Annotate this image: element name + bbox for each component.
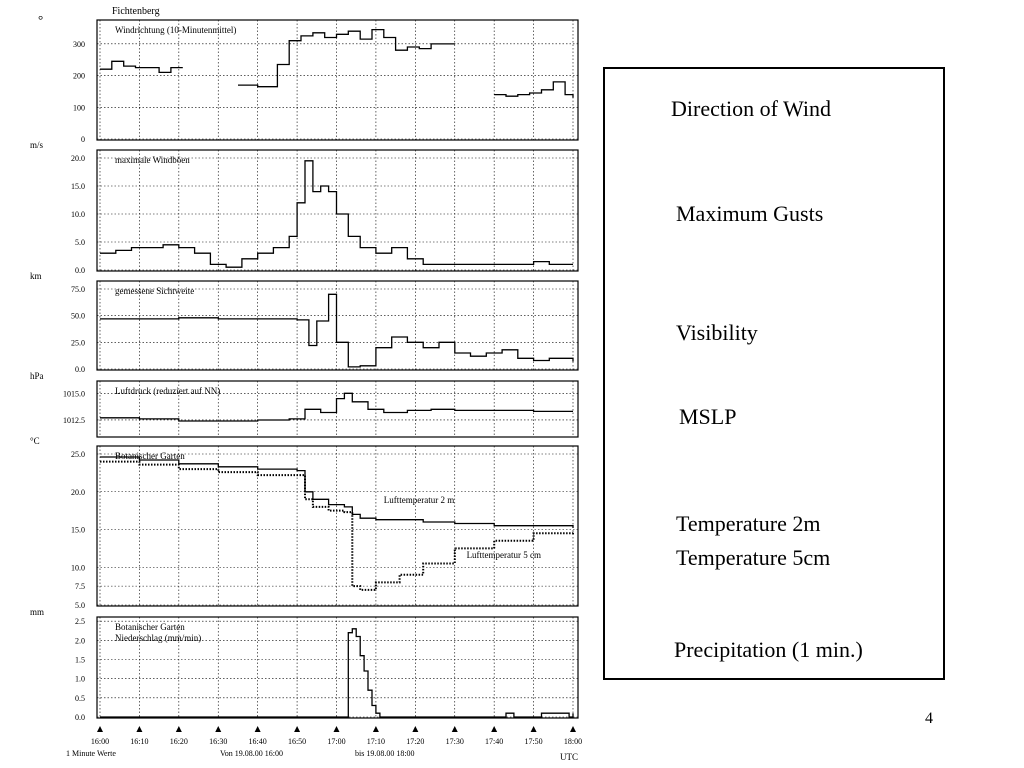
series-line-temperature-0 [100, 456, 574, 528]
x-tick-label: 16:30 [209, 737, 227, 746]
panel-frame-gusts [96, 149, 579, 272]
x-tick-mark [530, 726, 537, 732]
series-line-wind_direction [100, 28, 574, 98]
y-tick-label-temperature: 5.0 [75, 601, 85, 610]
panel-frame-wind_direction [96, 19, 579, 141]
x-tick-label: 17:20 [406, 737, 424, 746]
y-tick-label-precip: 2.0 [75, 636, 85, 645]
y-tick-label-temperature: 25.0 [71, 450, 85, 459]
panel-title-mslp: Luftdruck (reduziert auf NN) [115, 386, 220, 396]
x-tick-label: 17:10 [367, 737, 385, 746]
legend-label-temp2m: Temperature 2m [676, 511, 821, 536]
y-tick-label-mslp: 1012.5 [63, 416, 85, 425]
page-number: 4 [925, 710, 933, 727]
legend-label-visibility: Visibility [676, 320, 758, 345]
legend-label-mslp: MSLP [679, 404, 737, 429]
x-tick-label: 16:40 [249, 737, 267, 746]
unit-label-gusts: m/s [30, 140, 44, 150]
panel-subtitle-precip: Niederschlag (mm/min) [115, 633, 201, 643]
y-tick-label-mslp: 1015.0 [63, 389, 85, 398]
y-tick-label-visibility: 75.0 [71, 285, 85, 294]
x-tick-label: 17:30 [446, 737, 464, 746]
footer-to: bis 19.08.00 18:00 [355, 749, 415, 758]
legend-label-gusts: Maximum Gusts [676, 201, 824, 226]
panel-title-gusts: maximale Windböen [115, 155, 190, 165]
panel-title-wind_direction: Windrichtung (10-Minutenmittel) [115, 25, 236, 35]
x-tick-mark [372, 726, 379, 732]
y-tick-label-gusts: 5.0 [75, 238, 85, 247]
y-tick-label-temperature: 20.0 [71, 488, 85, 497]
y-tick-label-wind_direction: 200 [73, 72, 85, 81]
x-tick-label: 17:50 [524, 737, 542, 746]
series-label-temperature-1: Lufttemperatur 5 cm [467, 550, 541, 560]
x-tick-label: 17:00 [327, 737, 345, 746]
footer-from: Von 19.08.00 16:00 [220, 749, 283, 758]
x-tick-mark [570, 726, 576, 732]
x-tick-label: 16:50 [288, 737, 306, 746]
series-line-precip [100, 628, 574, 718]
series-line-visibility [100, 293, 574, 368]
panel-frame-precip [96, 616, 579, 719]
legend-label-precip: Precipitation (1 min.) [674, 637, 863, 662]
legend-label-wind-direction: Direction of Wind [671, 96, 832, 121]
panel-frame-visibility [96, 280, 579, 371]
y-tick-label-temperature: 10.0 [71, 563, 85, 572]
footer-left: 1 Minute Werte [66, 749, 116, 758]
station-name: Fichtenberg [112, 6, 160, 17]
panel-title-precip: Botanischer Garten [115, 622, 185, 632]
y-tick-label-wind_direction: 100 [73, 103, 85, 112]
legend-label-temp5cm: Temperature 5cm [676, 545, 831, 570]
panel-frame-temperature [96, 445, 579, 607]
x-tick-label: 16:20 [170, 737, 188, 746]
x-tick-mark [451, 726, 458, 732]
series-line-gusts [100, 160, 573, 268]
y-tick-label-precip: 0.5 [75, 694, 85, 703]
y-tick-label-temperature: 15.0 [71, 526, 85, 535]
unit-label-visibility: km [30, 271, 42, 281]
x-tick-mark [294, 726, 301, 732]
y-tick-label-visibility: 50.0 [71, 312, 85, 321]
y-tick-label-precip: 2.5 [75, 617, 85, 626]
unit-label-precip: mm [30, 607, 44, 617]
y-tick-label-gusts: 10.0 [71, 210, 85, 219]
panel-title-visibility: gemessene Sichtweite [115, 286, 194, 296]
y-tick-label-precip: 0.0 [75, 713, 85, 722]
footer-unit: UTC [560, 752, 578, 762]
x-tick-mark [412, 726, 419, 732]
x-tick-mark [97, 726, 103, 732]
y-tick-label-visibility: 25.0 [71, 338, 85, 347]
y-tick-label-temperature: 7.5 [75, 582, 85, 591]
x-tick-label: 16:00 [91, 737, 109, 746]
y-tick-label-precip: 1.0 [75, 675, 85, 684]
y-tick-label-wind_direction: 0 [81, 135, 85, 144]
x-tick-label: 16:10 [130, 737, 148, 746]
series-label-temperature-0: Lufttemperatur 2 m [384, 495, 454, 505]
x-tick-mark [254, 726, 261, 732]
unit-label-temperature: °C [30, 436, 40, 446]
corner-marker: ° [38, 12, 43, 27]
x-tick-label: 18:00 [564, 737, 582, 746]
y-tick-label-wind_direction: 300 [73, 40, 85, 49]
x-tick-mark [175, 726, 182, 732]
y-tick-label-gusts: 0.0 [75, 266, 85, 275]
panel-frame-mslp [96, 380, 579, 438]
series-line-temperature-1 [100, 460, 574, 591]
y-tick-label-precip: 1.5 [75, 656, 85, 665]
x-tick-label: 17:40 [485, 737, 503, 746]
y-tick-label-gusts: 15.0 [71, 182, 85, 191]
panel-title-temperature: Botanischer Garten [115, 451, 185, 461]
y-tick-label-visibility: 0.0 [75, 365, 85, 374]
x-tick-mark [491, 726, 498, 732]
series-line-mslp [100, 392, 573, 422]
x-tick-mark [333, 726, 340, 732]
y-tick-label-gusts: 20.0 [71, 154, 85, 163]
x-tick-mark [215, 726, 222, 732]
unit-label-mslp: hPa [30, 371, 44, 381]
legend-box [603, 67, 945, 680]
x-tick-mark [136, 726, 143, 732]
